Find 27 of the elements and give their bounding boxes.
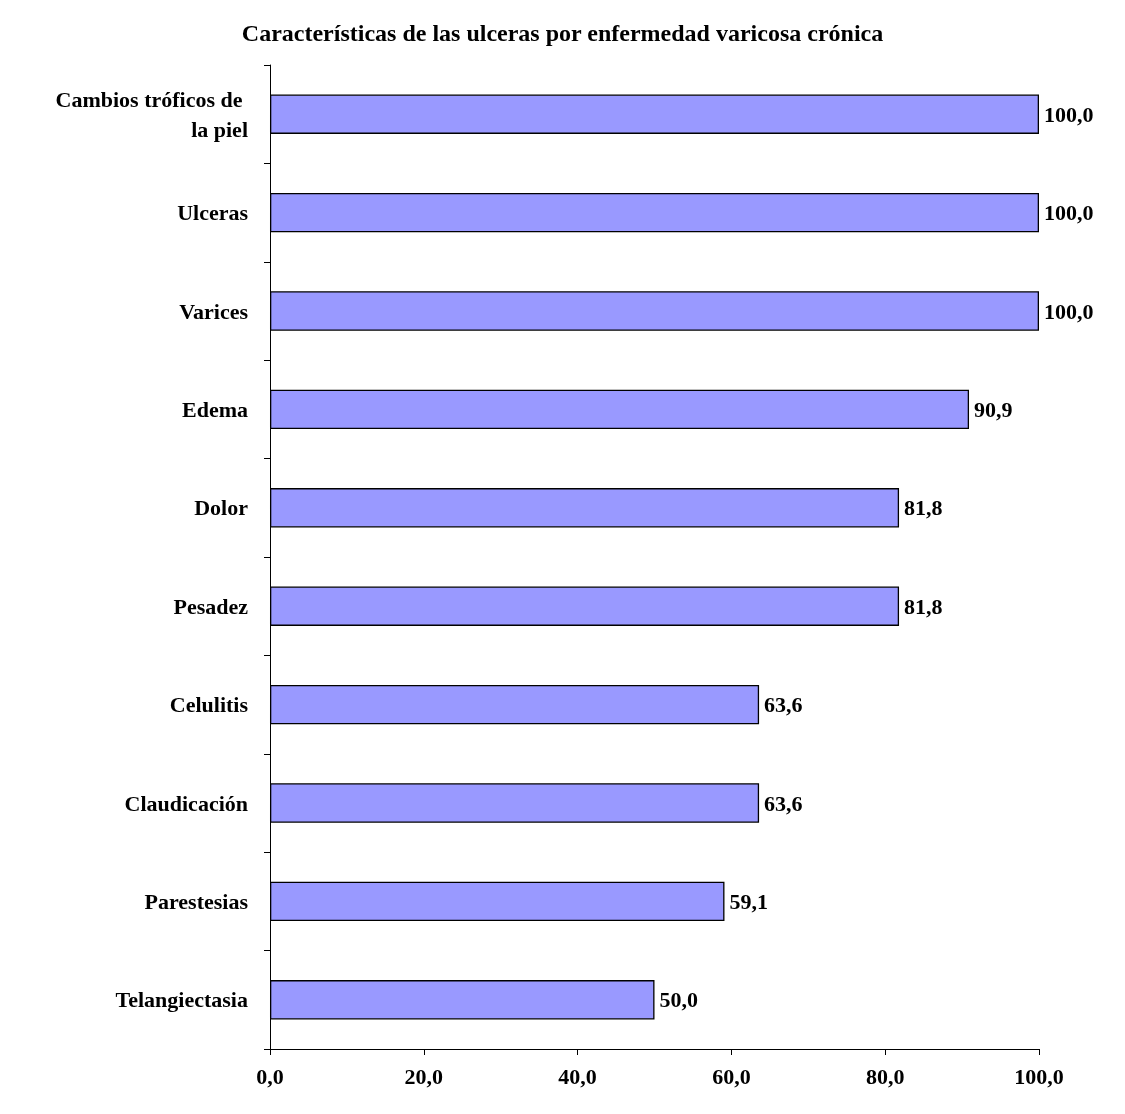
data-label: 100,0: [1044, 298, 1094, 324]
x-tick-label: 0,0: [256, 1063, 284, 1089]
x-tick-label: 20,0: [404, 1063, 444, 1089]
x-tick-label: 60,0: [712, 1063, 751, 1089]
data-label: 50,0: [659, 987, 698, 1013]
y-tick-label: Cambios tróficos de la piel: [55, 86, 248, 142]
chart-title: Características de las ulceras por enfermedad varicosa crónica: [241, 20, 884, 46]
data-label: 81,8: [904, 495, 943, 521]
data-label: 81,8: [904, 593, 943, 619]
y-tick-label: Edema: [182, 396, 248, 422]
data-label: 63,6: [764, 692, 803, 718]
y-tick-label: Telangiectasia: [115, 987, 248, 1013]
y-tick-label: Varices: [179, 298, 249, 324]
x-tick-label: 100,0: [1014, 1063, 1064, 1089]
x-tick-label: 40,0: [558, 1063, 597, 1089]
y-tick-label: Pesadez: [173, 593, 249, 619]
data-label: 100,0: [1044, 101, 1094, 127]
y-tick-label: Parestesias: [144, 888, 249, 914]
data-label: 59,1: [729, 888, 768, 914]
y-tick-label: Dolor: [194, 495, 249, 521]
data-label: 100,0: [1044, 200, 1094, 226]
y-tick-label: Ulceras: [177, 200, 249, 226]
x-tick-label: 80,0: [865, 1063, 905, 1089]
y-tick-label: Celulitis: [169, 692, 249, 718]
y-tick-label: Claudicación: [124, 790, 248, 816]
data-label: 90,9: [974, 396, 1013, 422]
data-label: 63,6: [764, 790, 803, 816]
